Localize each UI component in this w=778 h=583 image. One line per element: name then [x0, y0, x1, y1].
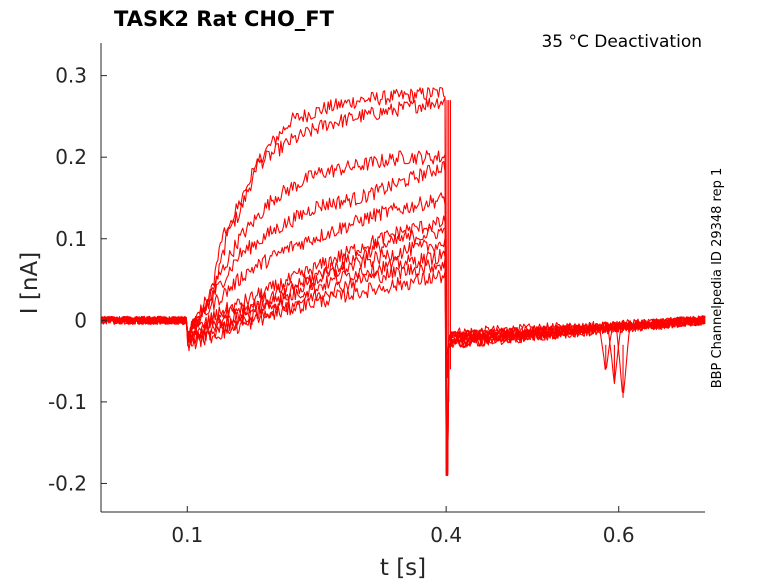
chart-title: TASK2 Rat CHO_FT [114, 7, 335, 31]
condition-annotation: 35 °C Deactivation [541, 32, 702, 52]
x-tick-label: 0.1 [171, 523, 203, 547]
x-axis-label: t [s] [380, 555, 426, 581]
x-tick-label: 0.4 [430, 523, 462, 547]
current-trace [100, 258, 706, 476]
current-trace [100, 160, 706, 476]
x-ticks: 0.1 0.4 0.6 [171, 506, 635, 547]
x-tick-label: 0.6 [603, 523, 635, 547]
plot-traces [100, 87, 706, 476]
y-axis-label: I [nA] [17, 252, 43, 314]
current-trace [100, 270, 706, 378]
current-trace [100, 87, 706, 476]
current-trace [100, 237, 706, 378]
y-tick-label: 0.3 [55, 64, 87, 88]
y-tick-label: 0.2 [55, 145, 87, 169]
y-tick-label: 0 [74, 308, 87, 332]
channelpedia-id-note: BBP Channelpedia ID 29348 rep 1 [710, 168, 725, 389]
y-ticks: 0.3 0.2 0.1 0 -0.1 -0.2 [48, 64, 107, 495]
y-tick-label: -0.1 [48, 390, 87, 414]
y-tick-label: -0.2 [48, 471, 87, 495]
y-tick-label: 0.1 [55, 227, 87, 251]
